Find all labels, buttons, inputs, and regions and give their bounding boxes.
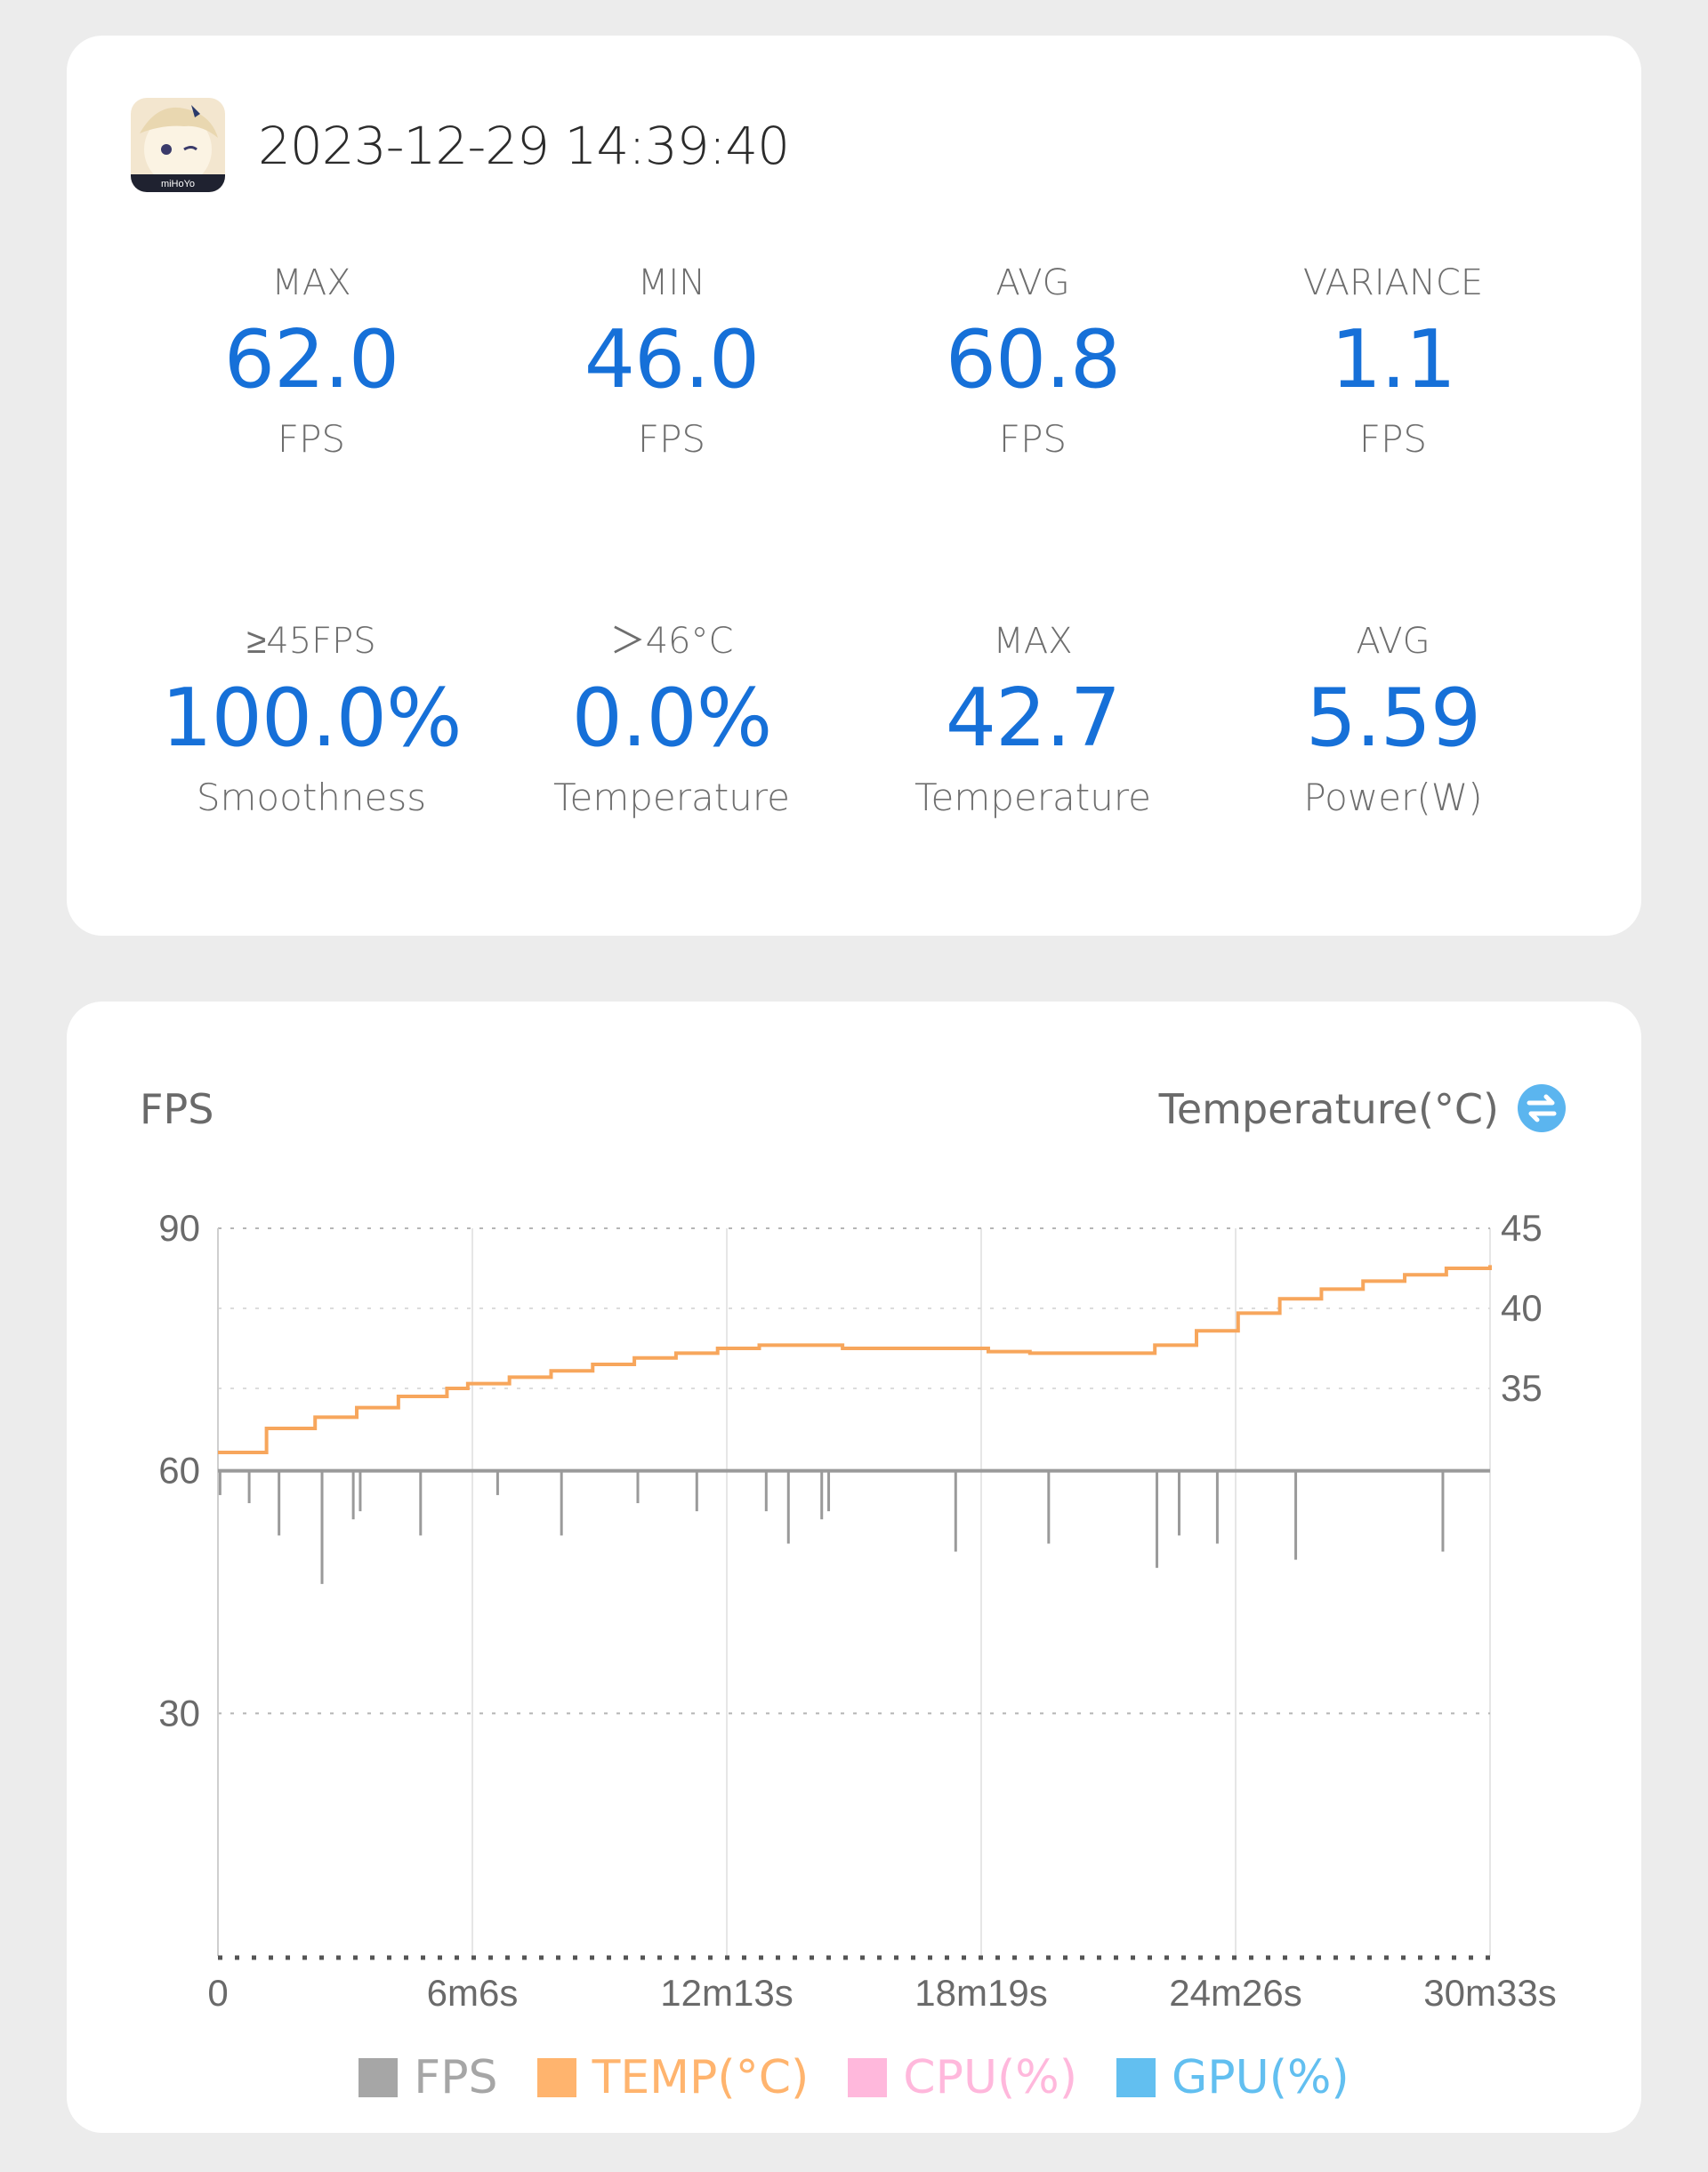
legend-item-gpu[interactable]: GPU(%) [1116, 2051, 1349, 2104]
x-tick-label: 24m26s [1169, 1972, 1301, 2014]
legend-label: TEMP(°C) [592, 2051, 810, 2104]
stat-unit: FPS [1358, 417, 1428, 461]
stat-unit: FPS [637, 417, 706, 461]
stat-value: 42.7 [945, 672, 1121, 765]
right-tick-label: 40 [1501, 1287, 1543, 1329]
stat-unit: Temperature [914, 776, 1152, 819]
x-tick-label: 12m13s [660, 1972, 793, 2014]
stat-variance-fps: VARIANCE 1.1 FPS [1224, 258, 1562, 466]
right-tick-label: 45 [1501, 1207, 1543, 1249]
stat-value: 5.59 [1305, 672, 1481, 765]
legend-swatch [1116, 2058, 1156, 2097]
stat-avg-fps: AVG 60.8 FPS [864, 258, 1202, 466]
stat-value: 1.1 [1330, 313, 1456, 406]
stat-label: MIN [637, 262, 706, 303]
summary-card: miHoYo 2023-12-29 14:39:40 MAX 62.0 FPS … [67, 36, 1641, 936]
stat-label: AVG [1356, 621, 1430, 662]
stat-label: AVG [995, 262, 1070, 303]
legend-swatch [848, 2058, 888, 2097]
right-axis-title: Temperature(°C) [1158, 1085, 1499, 1133]
swap-arrows-icon[interactable] [1517, 1083, 1567, 1133]
legend-swatch [359, 2058, 399, 2097]
legend-label: FPS [414, 2051, 498, 2104]
stat-label: VARIANCE [1302, 262, 1484, 303]
legend-item-cpu[interactable]: CPU(%) [848, 2051, 1077, 2104]
stat-unit: Smoothness [196, 776, 427, 819]
temperature-line [218, 1265, 1492, 1454]
svg-text:miHoYo: miHoYo [161, 179, 195, 189]
x-tick-label: 18m19s [914, 1972, 1047, 2014]
left-tick-label: 30 [158, 1692, 200, 1734]
legend-swatch [536, 2058, 576, 2097]
chart-legend: FPS TEMP(°C) CPU(%) GPU(%) [67, 2051, 1641, 2104]
performance-chart: 30 60 90 35 40 45 0 6m6s 12m13s 18m19s 24m26s 30m33… [158, 1207, 1556, 2014]
legend-item-fps[interactable]: FPS [359, 2051, 498, 2104]
stat-unit: FPS [277, 417, 346, 461]
stat-max-fps: MAX 62.0 FPS [142, 258, 480, 466]
legend-item-temp[interactable]: TEMP(°C) [536, 2051, 810, 2104]
stat-value: 60.8 [945, 313, 1121, 406]
stat-label: MAX [993, 621, 1073, 662]
left-axis-title: FPS [140, 1085, 214, 1133]
stat-over-temperature: ＞46°C 0.0% Temperature [503, 616, 841, 825]
right-tick-label: 35 [1501, 1367, 1543, 1409]
stat-value: 62.0 [223, 313, 399, 406]
stat-label: ≥45FPS [246, 621, 376, 662]
stat-value: 0.0% [571, 672, 773, 765]
session-timestamp: 2023-12-29 14:39:40 [258, 116, 790, 176]
legend-label: GPU(%) [1172, 2051, 1349, 2104]
game-avatar-icon: miHoYo [131, 98, 225, 192]
stat-min-fps: MIN 46.0 FPS [503, 258, 841, 466]
stat-smoothness: ≥45FPS 100.0% Smoothness [142, 616, 480, 825]
stat-avg-power: AVG 5.59 Power(W) [1224, 616, 1562, 825]
x-tick-label: 30m33s [1423, 1972, 1556, 2014]
legend-label: CPU(%) [903, 2051, 1078, 2104]
x-tick-label: 6m6s [427, 1972, 519, 2014]
stat-unit: Temperature [552, 776, 791, 819]
stat-label: ＞46°C [609, 621, 734, 662]
stat-value: 46.0 [584, 313, 760, 406]
stat-unit: Power(W) [1303, 776, 1483, 819]
left-tick-label: 60 [158, 1450, 200, 1492]
stat-value: 100.0% [161, 672, 462, 765]
stat-unit: FPS [998, 417, 1068, 461]
stat-label: MAX [271, 262, 351, 303]
performance-chart-card: FPS Temperature(°C) 30 60 90 35 40 45 0 6m6s 12m… [67, 1002, 1641, 2133]
left-tick-label: 90 [158, 1207, 200, 1249]
stat-max-temperature: MAX 42.7 Temperature [864, 616, 1202, 825]
x-tick-label: 0 [207, 1972, 228, 2014]
